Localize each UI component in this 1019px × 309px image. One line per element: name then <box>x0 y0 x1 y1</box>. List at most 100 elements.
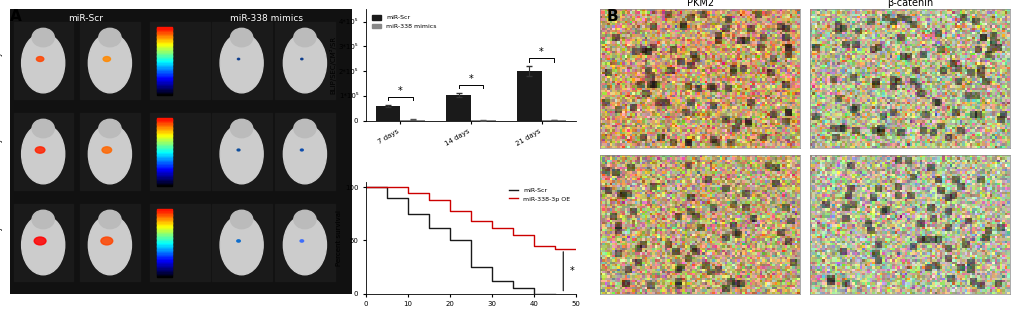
Bar <box>157 248 172 250</box>
Bar <box>157 48 172 50</box>
miR-338-3p OE <box>548 244 560 248</box>
Bar <box>157 134 172 136</box>
miR-338-3p OE <box>570 247 582 251</box>
Bar <box>157 265 172 267</box>
Bar <box>157 272 172 274</box>
Ellipse shape <box>283 33 326 93</box>
miR-Scr <box>360 185 372 189</box>
Bar <box>157 70 172 72</box>
Bar <box>157 260 172 262</box>
Bar <box>157 40 172 42</box>
Bar <box>157 89 172 91</box>
Bar <box>157 45 172 48</box>
Bar <box>157 225 172 227</box>
Bar <box>157 221 172 223</box>
Text: *: * <box>468 74 473 84</box>
Bar <box>157 247 172 248</box>
Bar <box>157 181 172 183</box>
Ellipse shape <box>300 240 304 242</box>
miR-Scr <box>443 226 455 230</box>
Ellipse shape <box>237 58 239 60</box>
Bar <box>157 151 172 153</box>
Bar <box>157 234 172 236</box>
Bar <box>157 158 172 160</box>
Bar <box>157 83 172 85</box>
Bar <box>157 65 172 66</box>
Bar <box>157 177 172 179</box>
miR-Scr <box>527 286 539 290</box>
Bar <box>157 36 172 38</box>
Bar <box>157 74 172 76</box>
Bar <box>13 112 73 190</box>
Bar <box>157 130 172 132</box>
Bar <box>157 67 172 69</box>
Bar <box>157 87 172 89</box>
miR-338-3p OE <box>506 226 519 230</box>
miR-338-3p OE <box>423 198 435 202</box>
Bar <box>151 22 210 99</box>
Bar <box>157 149 172 150</box>
miR-Scr <box>548 292 560 295</box>
miR-Scr <box>465 239 477 242</box>
Bar <box>157 81 172 83</box>
miR-338-3p OE <box>527 233 539 237</box>
Bar <box>81 22 140 99</box>
Bar <box>157 137 172 138</box>
Bar <box>400 120 425 121</box>
Bar <box>157 33 172 35</box>
Ellipse shape <box>36 147 45 153</box>
Bar <box>157 154 172 156</box>
Bar <box>157 56 172 58</box>
Bar <box>157 238 172 240</box>
Bar <box>157 183 172 184</box>
Bar <box>157 223 172 225</box>
Bar <box>13 204 73 281</box>
Bar <box>157 138 172 140</box>
miR-338-3p OE <box>360 185 372 189</box>
Bar <box>541 120 566 121</box>
Ellipse shape <box>220 124 263 184</box>
miR-Scr <box>401 196 414 200</box>
Circle shape <box>32 28 54 47</box>
miR-Scr <box>423 226 435 230</box>
Bar <box>157 43 172 45</box>
Text: 21 days: 21 days <box>0 222 3 252</box>
Bar <box>157 59 172 61</box>
Bar <box>157 253 172 255</box>
Ellipse shape <box>103 57 110 61</box>
Bar <box>157 180 172 182</box>
Bar <box>157 120 172 122</box>
Text: 7 days: 7 days <box>0 48 3 73</box>
Ellipse shape <box>236 240 240 242</box>
Bar <box>157 218 172 220</box>
Ellipse shape <box>21 124 64 184</box>
Bar <box>157 257 172 259</box>
Bar <box>157 41 172 44</box>
Bar <box>157 47 172 49</box>
miR-338-3p OE <box>465 219 477 223</box>
Bar <box>157 90 172 92</box>
Bar <box>157 39 172 41</box>
Ellipse shape <box>220 215 263 275</box>
Bar <box>157 126 172 128</box>
Bar <box>157 122 172 124</box>
Circle shape <box>32 210 54 229</box>
Bar <box>446 95 471 121</box>
Bar <box>157 31 172 32</box>
Bar <box>275 204 335 281</box>
Bar <box>157 85 172 87</box>
Bar <box>157 131 172 133</box>
miR-338-3p OE <box>527 244 539 248</box>
Ellipse shape <box>37 57 44 61</box>
Bar <box>157 86 172 88</box>
Circle shape <box>99 119 121 138</box>
Bar <box>157 237 172 239</box>
Bar <box>157 179 172 180</box>
Bar <box>157 54 172 56</box>
miR-Scr <box>423 212 435 216</box>
Bar <box>157 263 172 265</box>
Bar <box>157 209 172 210</box>
Ellipse shape <box>301 58 303 60</box>
Line: miR-Scr: miR-Scr <box>366 187 554 294</box>
miR-338-3p OE <box>443 198 455 202</box>
